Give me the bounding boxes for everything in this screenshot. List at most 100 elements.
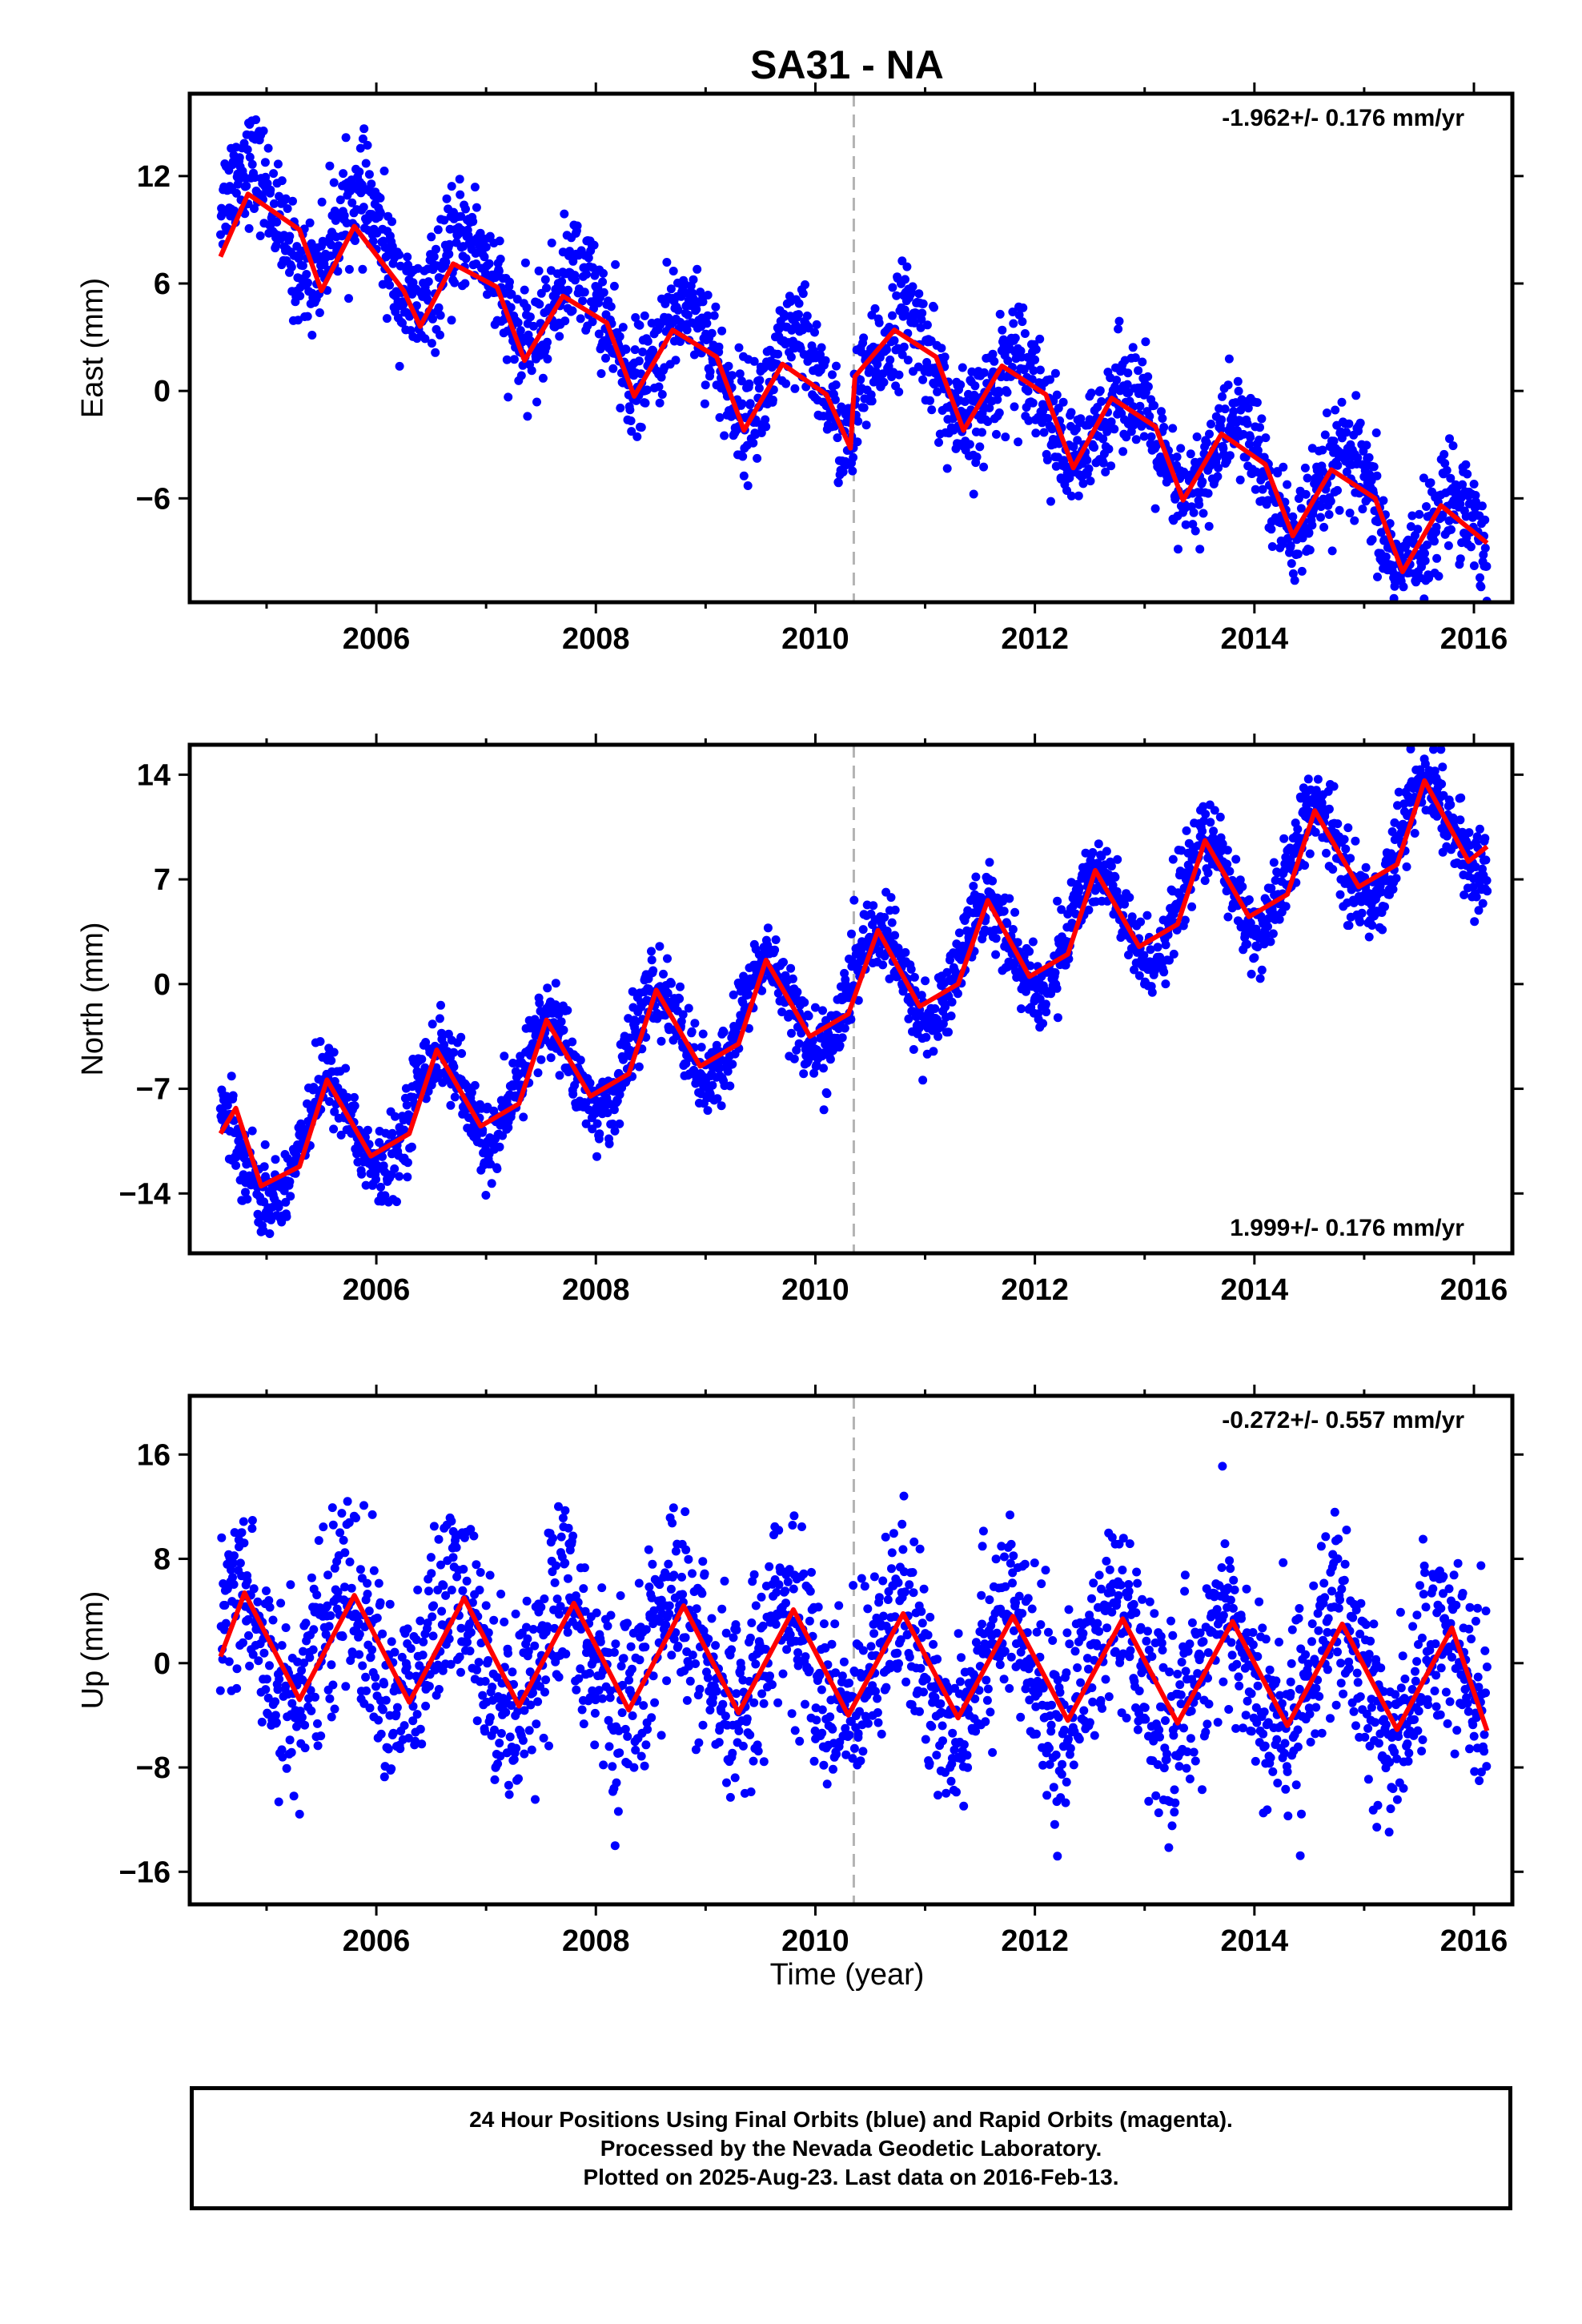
data-point bbox=[601, 353, 610, 363]
data-point bbox=[1391, 874, 1401, 883]
data-point bbox=[858, 925, 868, 935]
data-point bbox=[1266, 937, 1275, 947]
data-point bbox=[282, 1763, 291, 1773]
data-point bbox=[1456, 815, 1465, 825]
data-point bbox=[969, 882, 978, 891]
data-point bbox=[307, 331, 317, 340]
data-point bbox=[589, 240, 599, 250]
data-point bbox=[333, 1587, 343, 1597]
data-point bbox=[960, 397, 970, 406]
data-point bbox=[341, 133, 351, 143]
data-point bbox=[781, 379, 791, 388]
data-point bbox=[572, 221, 582, 231]
data-point bbox=[244, 1630, 253, 1640]
data-point bbox=[232, 1664, 242, 1674]
data-point bbox=[1078, 479, 1088, 489]
data-point bbox=[555, 1071, 564, 1080]
data-point bbox=[1046, 497, 1055, 506]
data-point bbox=[887, 918, 897, 927]
data-point bbox=[1307, 521, 1317, 530]
data-point bbox=[940, 352, 950, 362]
data-point bbox=[1014, 437, 1023, 447]
data-point bbox=[1478, 899, 1488, 908]
data-point bbox=[1445, 434, 1454, 444]
data-point bbox=[1139, 432, 1149, 441]
data-point bbox=[1018, 317, 1027, 327]
data-point bbox=[447, 316, 456, 325]
data-point bbox=[711, 302, 721, 312]
data-point bbox=[387, 1128, 397, 1138]
data-point bbox=[1223, 380, 1233, 390]
data-point bbox=[624, 1033, 634, 1043]
data-point bbox=[677, 1016, 686, 1026]
data-point bbox=[1238, 882, 1247, 891]
data-point bbox=[582, 270, 591, 279]
data-point bbox=[1159, 967, 1169, 977]
data-point bbox=[329, 1124, 339, 1134]
data-point bbox=[324, 1622, 334, 1631]
data-point bbox=[994, 408, 1004, 417]
data-point bbox=[1110, 872, 1120, 882]
data-point bbox=[1423, 540, 1431, 549]
data-point bbox=[992, 429, 1001, 439]
data-point bbox=[787, 1028, 796, 1038]
data-point bbox=[215, 1686, 225, 1695]
data-point bbox=[263, 143, 273, 153]
data-point bbox=[819, 1063, 828, 1073]
data-point bbox=[753, 453, 762, 463]
data-point bbox=[1447, 525, 1456, 534]
data-point bbox=[278, 1752, 287, 1762]
data-point bbox=[1128, 343, 1138, 352]
data-point bbox=[1207, 420, 1215, 428]
data-point bbox=[1389, 593, 1399, 602]
data-point bbox=[880, 913, 889, 922]
data-point bbox=[1104, 444, 1114, 454]
data-point bbox=[328, 1520, 338, 1530]
data-point bbox=[271, 241, 281, 251]
data-point bbox=[1257, 414, 1267, 424]
data-point bbox=[588, 317, 597, 327]
data-point bbox=[223, 1100, 232, 1110]
data-point bbox=[271, 1697, 280, 1707]
data-point bbox=[340, 1582, 349, 1592]
data-point bbox=[1429, 745, 1438, 754]
data-point bbox=[794, 310, 803, 320]
data-point bbox=[570, 275, 580, 285]
data-point bbox=[317, 197, 327, 207]
x-tick-label: 2016 bbox=[1440, 1273, 1508, 1307]
data-point bbox=[1438, 510, 1447, 520]
data-point bbox=[909, 1045, 918, 1054]
data-point bbox=[609, 1105, 619, 1115]
data-point bbox=[1031, 428, 1041, 438]
data-point bbox=[1326, 497, 1335, 506]
data-point bbox=[523, 412, 532, 421]
plot-frame bbox=[187, 91, 1515, 605]
data-point bbox=[489, 1106, 499, 1116]
data-point bbox=[630, 345, 640, 355]
data-point bbox=[235, 1558, 245, 1568]
data-point bbox=[460, 279, 470, 288]
data-point bbox=[1322, 408, 1331, 418]
data-point bbox=[260, 158, 270, 167]
data-point bbox=[1331, 405, 1340, 415]
data-point bbox=[810, 328, 819, 337]
data-point bbox=[1333, 460, 1343, 470]
data-point bbox=[369, 1566, 379, 1575]
data-point bbox=[273, 1685, 283, 1695]
data-point bbox=[1199, 816, 1208, 826]
data-point bbox=[376, 1182, 385, 1192]
data-point bbox=[1460, 891, 1469, 899]
data-point bbox=[427, 232, 436, 242]
data-point bbox=[853, 416, 863, 426]
data-point bbox=[1097, 396, 1106, 406]
data-point bbox=[702, 319, 712, 328]
data-point bbox=[1046, 375, 1054, 384]
data-point bbox=[1251, 485, 1260, 494]
data-point bbox=[909, 318, 919, 328]
data-point bbox=[580, 287, 589, 297]
data-point bbox=[335, 1528, 345, 1538]
data-point bbox=[666, 284, 676, 294]
data-point bbox=[374, 1715, 383, 1725]
data-point bbox=[1456, 793, 1466, 802]
data-point bbox=[1174, 545, 1182, 554]
